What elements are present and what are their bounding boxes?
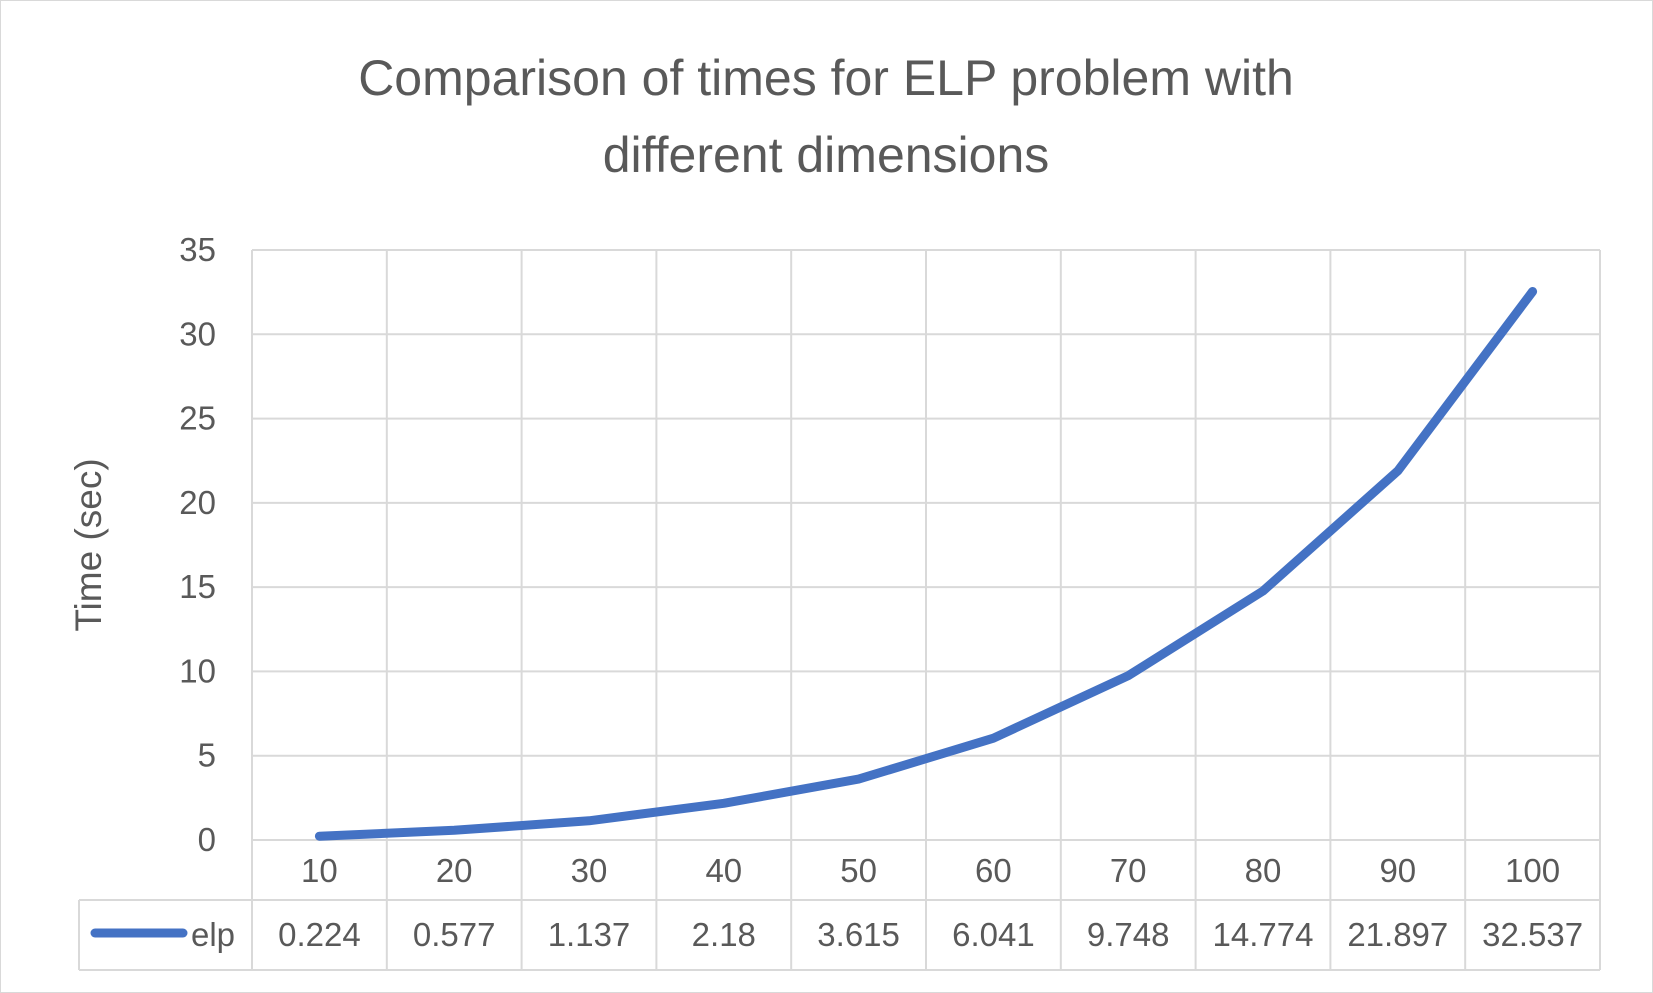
x-tick-label: 20	[436, 852, 473, 889]
y-tick-label: 30	[179, 315, 216, 352]
x-axis-ticks: 10 20 30 40 50 60 70 80 90 100	[301, 852, 1560, 889]
x-tick-label: 60	[975, 852, 1012, 889]
table-cell-value: 21.897	[1347, 916, 1448, 953]
table-cell-value: 3.615	[817, 916, 900, 953]
y-tick-label: 0	[198, 821, 216, 858]
table-cell-value: 9.748	[1087, 916, 1170, 953]
y-tick-label: 25	[179, 400, 216, 437]
x-tick-label: 50	[840, 852, 877, 889]
gridlines	[251, 249, 1601, 970]
table-cell-value: 6.041	[952, 916, 1035, 953]
table-cell-value: 0.577	[413, 916, 496, 953]
x-tick-label: 100	[1505, 852, 1560, 889]
y-tick-label: 20	[179, 484, 216, 521]
x-tick-label: 30	[571, 852, 608, 889]
table-cell-value: 14.774	[1213, 916, 1314, 953]
x-tick-label: 10	[301, 852, 338, 889]
table-cell-value: 0.224	[278, 916, 361, 953]
data-table: elp 0.224 0.577 1.137 2.18 3.615 6.041 9.748 14.…	[78, 899, 1600, 971]
y-axis-ticks: 0 5 10 15 20 25 30 35	[179, 231, 216, 858]
table-cell-value: 32.537	[1482, 916, 1583, 953]
y-tick-label: 10	[179, 652, 216, 689]
x-tick-label: 80	[1245, 852, 1282, 889]
series-line-elp	[314, 287, 1538, 841]
table-cell-value: 1.137	[548, 916, 631, 953]
y-tick-label: 15	[179, 568, 216, 605]
chart-title-line-1: Comparison of times for ELP problem with	[358, 50, 1294, 106]
y-tick-label: 5	[198, 737, 216, 774]
x-tick-label: 40	[705, 852, 742, 889]
y-axis-title: Time (sec)	[68, 458, 109, 631]
y-tick-label: 35	[179, 231, 216, 268]
legend-label-elp: elp	[191, 916, 235, 953]
chart-title-line-2: different dimensions	[603, 127, 1050, 183]
x-tick-label: 90	[1379, 852, 1416, 889]
table-cell-value: 2.18	[692, 916, 756, 953]
x-tick-label: 70	[1110, 852, 1147, 889]
series-elp	[314, 287, 1538, 841]
